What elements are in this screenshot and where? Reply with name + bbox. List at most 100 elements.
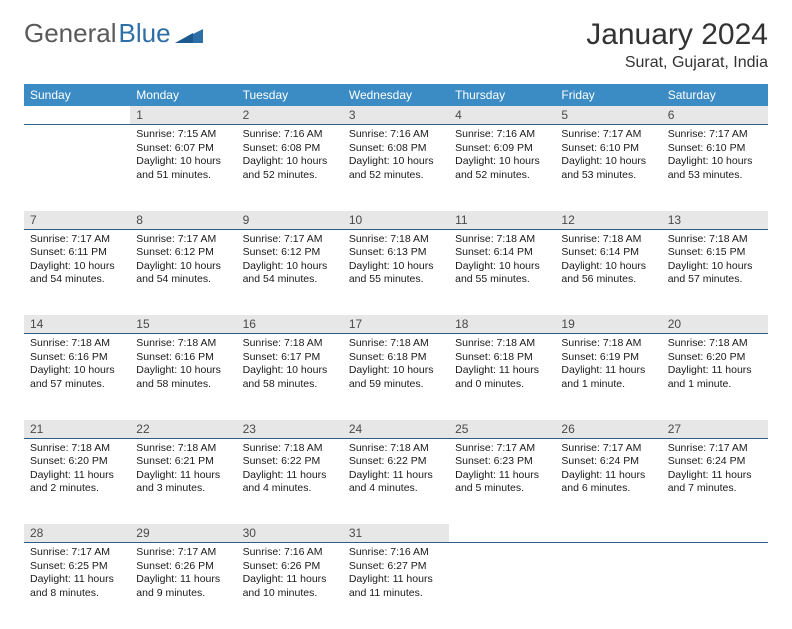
day-info-line: Sunrise: 7:16 AM — [243, 128, 337, 142]
day-cell: Sunrise: 7:18 AMSunset: 6:14 PMDaylight:… — [449, 229, 555, 315]
daynum-row: 28293031 — [24, 524, 768, 543]
day-cell-body: Sunrise: 7:16 AMSunset: 6:09 PMDaylight:… — [449, 125, 555, 189]
day-info-line: Daylight: 10 hours — [243, 364, 337, 378]
day-info-line: Daylight: 10 hours — [136, 364, 230, 378]
day-info-line: Daylight: 10 hours — [30, 260, 124, 274]
day-cell-body: Sunrise: 7:18 AMSunset: 6:18 PMDaylight:… — [449, 334, 555, 398]
day-info-line: Sunrise: 7:18 AM — [30, 442, 124, 456]
daynum-cell: 4 — [449, 106, 555, 125]
day-cell-body: Sunrise: 7:16 AMSunset: 6:08 PMDaylight:… — [343, 125, 449, 189]
week-row: Sunrise: 7:18 AMSunset: 6:16 PMDaylight:… — [24, 334, 768, 420]
day-info-line: Sunset: 6:12 PM — [136, 246, 230, 260]
day-cell: Sunrise: 7:15 AMSunset: 6:07 PMDaylight:… — [130, 125, 236, 211]
day-info-line: Sunrise: 7:18 AM — [243, 337, 337, 351]
day-info-line: Sunset: 6:22 PM — [243, 455, 337, 469]
day-info-line: Daylight: 11 hours — [243, 469, 337, 483]
day-cell: Sunrise: 7:18 AMSunset: 6:22 PMDaylight:… — [343, 438, 449, 524]
day-info-line: Sunrise: 7:17 AM — [668, 442, 762, 456]
logo-text-1: General — [24, 18, 117, 49]
day-info-line: and 9 minutes. — [136, 587, 230, 601]
daynum-cell: 23 — [237, 420, 343, 439]
daynum-cell: 13 — [662, 211, 768, 230]
day-info-line: and 55 minutes. — [349, 273, 443, 287]
day-cell-body: Sunrise: 7:18 AMSunset: 6:20 PMDaylight:… — [24, 439, 130, 503]
day-cell-body — [662, 543, 768, 552]
day-cell: Sunrise: 7:18 AMSunset: 6:13 PMDaylight:… — [343, 229, 449, 315]
daynum-row: 14151617181920 — [24, 315, 768, 334]
day-info-line: Sunset: 6:20 PM — [668, 351, 762, 365]
day-cell-body: Sunrise: 7:18 AMSunset: 6:20 PMDaylight:… — [662, 334, 768, 398]
day-cell-body: Sunrise: 7:18 AMSunset: 6:19 PMDaylight:… — [555, 334, 661, 398]
daynum-cell: 30 — [237, 524, 343, 543]
daynum-cell: 5 — [555, 106, 661, 125]
day-info-line: Sunrise: 7:18 AM — [349, 442, 443, 456]
day-info-line: Sunset: 6:10 PM — [668, 142, 762, 156]
day-cell: Sunrise: 7:16 AMSunset: 6:09 PMDaylight:… — [449, 125, 555, 211]
daynum-cell: 28 — [24, 524, 130, 543]
day-info-line: Sunset: 6:11 PM — [30, 246, 124, 260]
daynum-cell: 29 — [130, 524, 236, 543]
day-info-line: and 52 minutes. — [243, 169, 337, 183]
day-cell: Sunrise: 7:17 AMSunset: 6:24 PMDaylight:… — [555, 438, 661, 524]
day-info-line: Daylight: 11 hours — [455, 469, 549, 483]
day-cell: Sunrise: 7:18 AMSunset: 6:18 PMDaylight:… — [449, 334, 555, 420]
day-info-line: Sunset: 6:27 PM — [349, 560, 443, 574]
header: GeneralBlue January 2024 Surat, Gujarat,… — [24, 18, 768, 72]
day-info-line: Daylight: 10 hours — [349, 260, 443, 274]
day-cell-body: Sunrise: 7:17 AMSunset: 6:24 PMDaylight:… — [662, 439, 768, 503]
day-cell-body: Sunrise: 7:18 AMSunset: 6:22 PMDaylight:… — [343, 439, 449, 503]
day-info-line: Sunset: 6:24 PM — [561, 455, 655, 469]
title-block: January 2024 Surat, Gujarat, India — [586, 18, 768, 72]
day-info-line: and 7 minutes. — [668, 482, 762, 496]
day-cell: Sunrise: 7:17 AMSunset: 6:26 PMDaylight:… — [130, 543, 236, 629]
daynum-cell: 31 — [343, 524, 449, 543]
daynum-cell — [662, 524, 768, 543]
day-info-line: and 55 minutes. — [455, 273, 549, 287]
day-info-line: Daylight: 10 hours — [136, 260, 230, 274]
daynum-cell: 9 — [237, 211, 343, 230]
day-info-line: Sunrise: 7:18 AM — [455, 337, 549, 351]
daynum-cell: 14 — [24, 315, 130, 334]
day-info-line: Sunset: 6:26 PM — [136, 560, 230, 574]
daynum-cell: 6 — [662, 106, 768, 125]
day-info-line: Daylight: 10 hours — [243, 155, 337, 169]
day-info-line: Daylight: 11 hours — [349, 469, 443, 483]
day-header-row: SundayMondayTuesdayWednesdayThursdayFrid… — [24, 84, 768, 106]
day-cell: Sunrise: 7:18 AMSunset: 6:15 PMDaylight:… — [662, 229, 768, 315]
day-cell-body: Sunrise: 7:17 AMSunset: 6:25 PMDaylight:… — [24, 543, 130, 607]
week-row: Sunrise: 7:17 AMSunset: 6:25 PMDaylight:… — [24, 543, 768, 629]
daynum-cell: 7 — [24, 211, 130, 230]
week-row: Sunrise: 7:18 AMSunset: 6:20 PMDaylight:… — [24, 438, 768, 524]
day-cell-body: Sunrise: 7:18 AMSunset: 6:14 PMDaylight:… — [449, 230, 555, 294]
daynum-cell: 25 — [449, 420, 555, 439]
day-info-line: and 10 minutes. — [243, 587, 337, 601]
day-info-line: Daylight: 10 hours — [136, 155, 230, 169]
day-info-line: and 53 minutes. — [561, 169, 655, 183]
day-info-line: and 52 minutes. — [349, 169, 443, 183]
day-cell: Sunrise: 7:16 AMSunset: 6:26 PMDaylight:… — [237, 543, 343, 629]
day-info-line: Daylight: 10 hours — [561, 260, 655, 274]
day-info-line: Daylight: 10 hours — [455, 155, 549, 169]
day-info-line: Sunset: 6:24 PM — [668, 455, 762, 469]
day-cell: Sunrise: 7:16 AMSunset: 6:08 PMDaylight:… — [237, 125, 343, 211]
day-info-line: and 59 minutes. — [349, 378, 443, 392]
day-header-cell: Friday — [555, 84, 661, 106]
day-info-line: Sunset: 6:08 PM — [243, 142, 337, 156]
day-info-line: and 57 minutes. — [30, 378, 124, 392]
day-info-line: and 54 minutes. — [136, 273, 230, 287]
day-info-line: Daylight: 10 hours — [30, 364, 124, 378]
day-info-line: Sunset: 6:10 PM — [561, 142, 655, 156]
daynum-cell: 19 — [555, 315, 661, 334]
day-cell-body — [555, 543, 661, 552]
day-info-line: and 0 minutes. — [455, 378, 549, 392]
day-cell-body: Sunrise: 7:16 AMSunset: 6:27 PMDaylight:… — [343, 543, 449, 607]
day-cell: Sunrise: 7:18 AMSunset: 6:16 PMDaylight:… — [24, 334, 130, 420]
daynum-cell: 21 — [24, 420, 130, 439]
day-info-line: and 11 minutes. — [349, 587, 443, 601]
day-info-line: Sunset: 6:13 PM — [349, 246, 443, 260]
day-cell: Sunrise: 7:17 AMSunset: 6:25 PMDaylight:… — [24, 543, 130, 629]
daynum-cell: 27 — [662, 420, 768, 439]
day-info-line: and 2 minutes. — [30, 482, 124, 496]
day-cell — [662, 543, 768, 629]
day-info-line: Daylight: 10 hours — [561, 155, 655, 169]
